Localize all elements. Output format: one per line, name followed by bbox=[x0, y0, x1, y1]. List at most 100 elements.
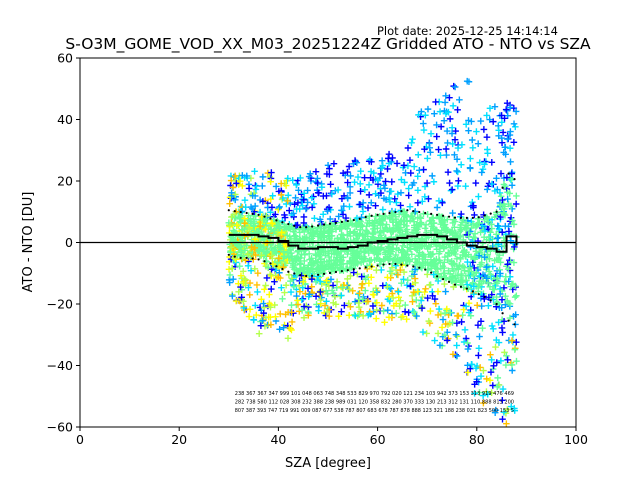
scatter-point bbox=[349, 287, 356, 295]
scatter-point bbox=[480, 399, 487, 407]
scatter-point bbox=[433, 204, 441, 211]
scatter-point bbox=[285, 254, 293, 261]
scatter-point bbox=[487, 351, 494, 358]
scatter-point bbox=[453, 333, 461, 340]
scatter-point bbox=[481, 253, 489, 261]
scatter-point bbox=[468, 118, 475, 125]
scatter-point bbox=[498, 304, 506, 311]
scatter-point bbox=[487, 368, 495, 376]
scatter-point bbox=[233, 180, 240, 187]
scatter-point bbox=[385, 247, 393, 255]
scatter-point bbox=[367, 174, 374, 182]
scatter-point bbox=[475, 193, 482, 200]
scatter-point bbox=[399, 313, 407, 320]
scatter-point bbox=[462, 335, 470, 342]
scatter-point bbox=[264, 264, 272, 271]
scatter-point bbox=[268, 252, 276, 259]
scatter-point bbox=[455, 177, 462, 185]
scatter-point bbox=[475, 252, 483, 260]
scatter-point bbox=[237, 218, 244, 226]
upper-sd-dot bbox=[483, 214, 486, 217]
scatter-point bbox=[266, 231, 273, 238]
scatter-point bbox=[464, 345, 472, 353]
scatter-point bbox=[440, 117, 448, 125]
upper-sd-dot bbox=[418, 210, 421, 214]
scatter-point bbox=[347, 272, 354, 280]
scatter-point bbox=[291, 201, 298, 208]
scatter-point bbox=[278, 284, 285, 291]
scatter-point bbox=[512, 200, 520, 208]
scatter-point bbox=[496, 270, 504, 277]
scatter-point bbox=[294, 199, 302, 207]
scatter-point bbox=[365, 191, 373, 199]
scatter-point bbox=[452, 127, 459, 135]
scatter-point bbox=[405, 192, 412, 199]
upper-sd-dot bbox=[334, 221, 338, 224]
scatter-point bbox=[380, 256, 387, 263]
scatter-point bbox=[342, 214, 350, 222]
scatter-point bbox=[411, 255, 419, 263]
scatter-point bbox=[470, 272, 478, 279]
upper-sd-dot bbox=[471, 216, 474, 219]
scatter-point bbox=[384, 155, 392, 162]
scatter-point bbox=[259, 317, 266, 325]
scatter-point bbox=[479, 324, 486, 332]
scatter-point bbox=[301, 257, 308, 265]
scatter-point bbox=[296, 288, 304, 296]
scatter-point bbox=[253, 281, 261, 289]
statistics-lines bbox=[227, 172, 518, 326]
scatter-point bbox=[427, 149, 434, 156]
scatter-point bbox=[429, 292, 436, 300]
scatter-point bbox=[462, 303, 470, 310]
scatter-point bbox=[323, 258, 331, 266]
scatter-point bbox=[422, 285, 429, 293]
scatter-point bbox=[280, 324, 287, 331]
lower-sd-dot bbox=[316, 273, 320, 276]
scatter-point bbox=[267, 226, 275, 233]
scatter-point bbox=[492, 406, 500, 414]
scatter-point bbox=[271, 244, 279, 251]
scatter-point bbox=[282, 281, 290, 289]
scatter-point bbox=[382, 196, 390, 203]
scatter-point bbox=[384, 165, 391, 173]
upper-sd-dot bbox=[507, 172, 510, 175]
scatter-point bbox=[403, 315, 410, 323]
scatter-point bbox=[301, 264, 309, 272]
lower-sd-dot bbox=[346, 269, 349, 272]
lower-sd-dot bbox=[459, 285, 463, 288]
scatter-point bbox=[328, 190, 336, 198]
scatter-point bbox=[431, 110, 438, 118]
scatter-point bbox=[496, 201, 504, 209]
scatter-point bbox=[416, 167, 423, 174]
scatter-point bbox=[510, 221, 518, 228]
lower-sd-dot bbox=[275, 265, 278, 268]
scatter-point bbox=[449, 140, 456, 148]
upper-sd-dot bbox=[251, 212, 254, 216]
scatter-point bbox=[317, 288, 324, 296]
scatter-point bbox=[251, 168, 258, 175]
upper-sd-dot bbox=[281, 221, 284, 224]
scatter-point bbox=[284, 334, 292, 342]
scatter-point bbox=[502, 106, 510, 113]
scatter-point bbox=[276, 326, 283, 333]
scatter-point bbox=[432, 98, 439, 106]
upper-sd-dot bbox=[257, 213, 260, 216]
scatter-point bbox=[444, 249, 452, 256]
scatter-point bbox=[493, 234, 501, 242]
scatter-point bbox=[441, 280, 448, 288]
scatter-point bbox=[252, 251, 259, 259]
scatter-point bbox=[249, 192, 256, 199]
scatter-point bbox=[241, 247, 249, 254]
scatter-point bbox=[421, 224, 429, 232]
scatter-point bbox=[373, 306, 380, 314]
scatter-point bbox=[460, 248, 468, 255]
scatter-point bbox=[290, 210, 297, 217]
scatter-point bbox=[412, 259, 420, 266]
scatter-point bbox=[279, 295, 286, 303]
scatter-point bbox=[455, 233, 463, 241]
scatter-point bbox=[358, 221, 365, 229]
scatter-point bbox=[269, 192, 276, 200]
upper-sd-dot bbox=[459, 216, 463, 219]
upper-sd-dot bbox=[477, 216, 480, 219]
scatter-point bbox=[513, 292, 520, 300]
